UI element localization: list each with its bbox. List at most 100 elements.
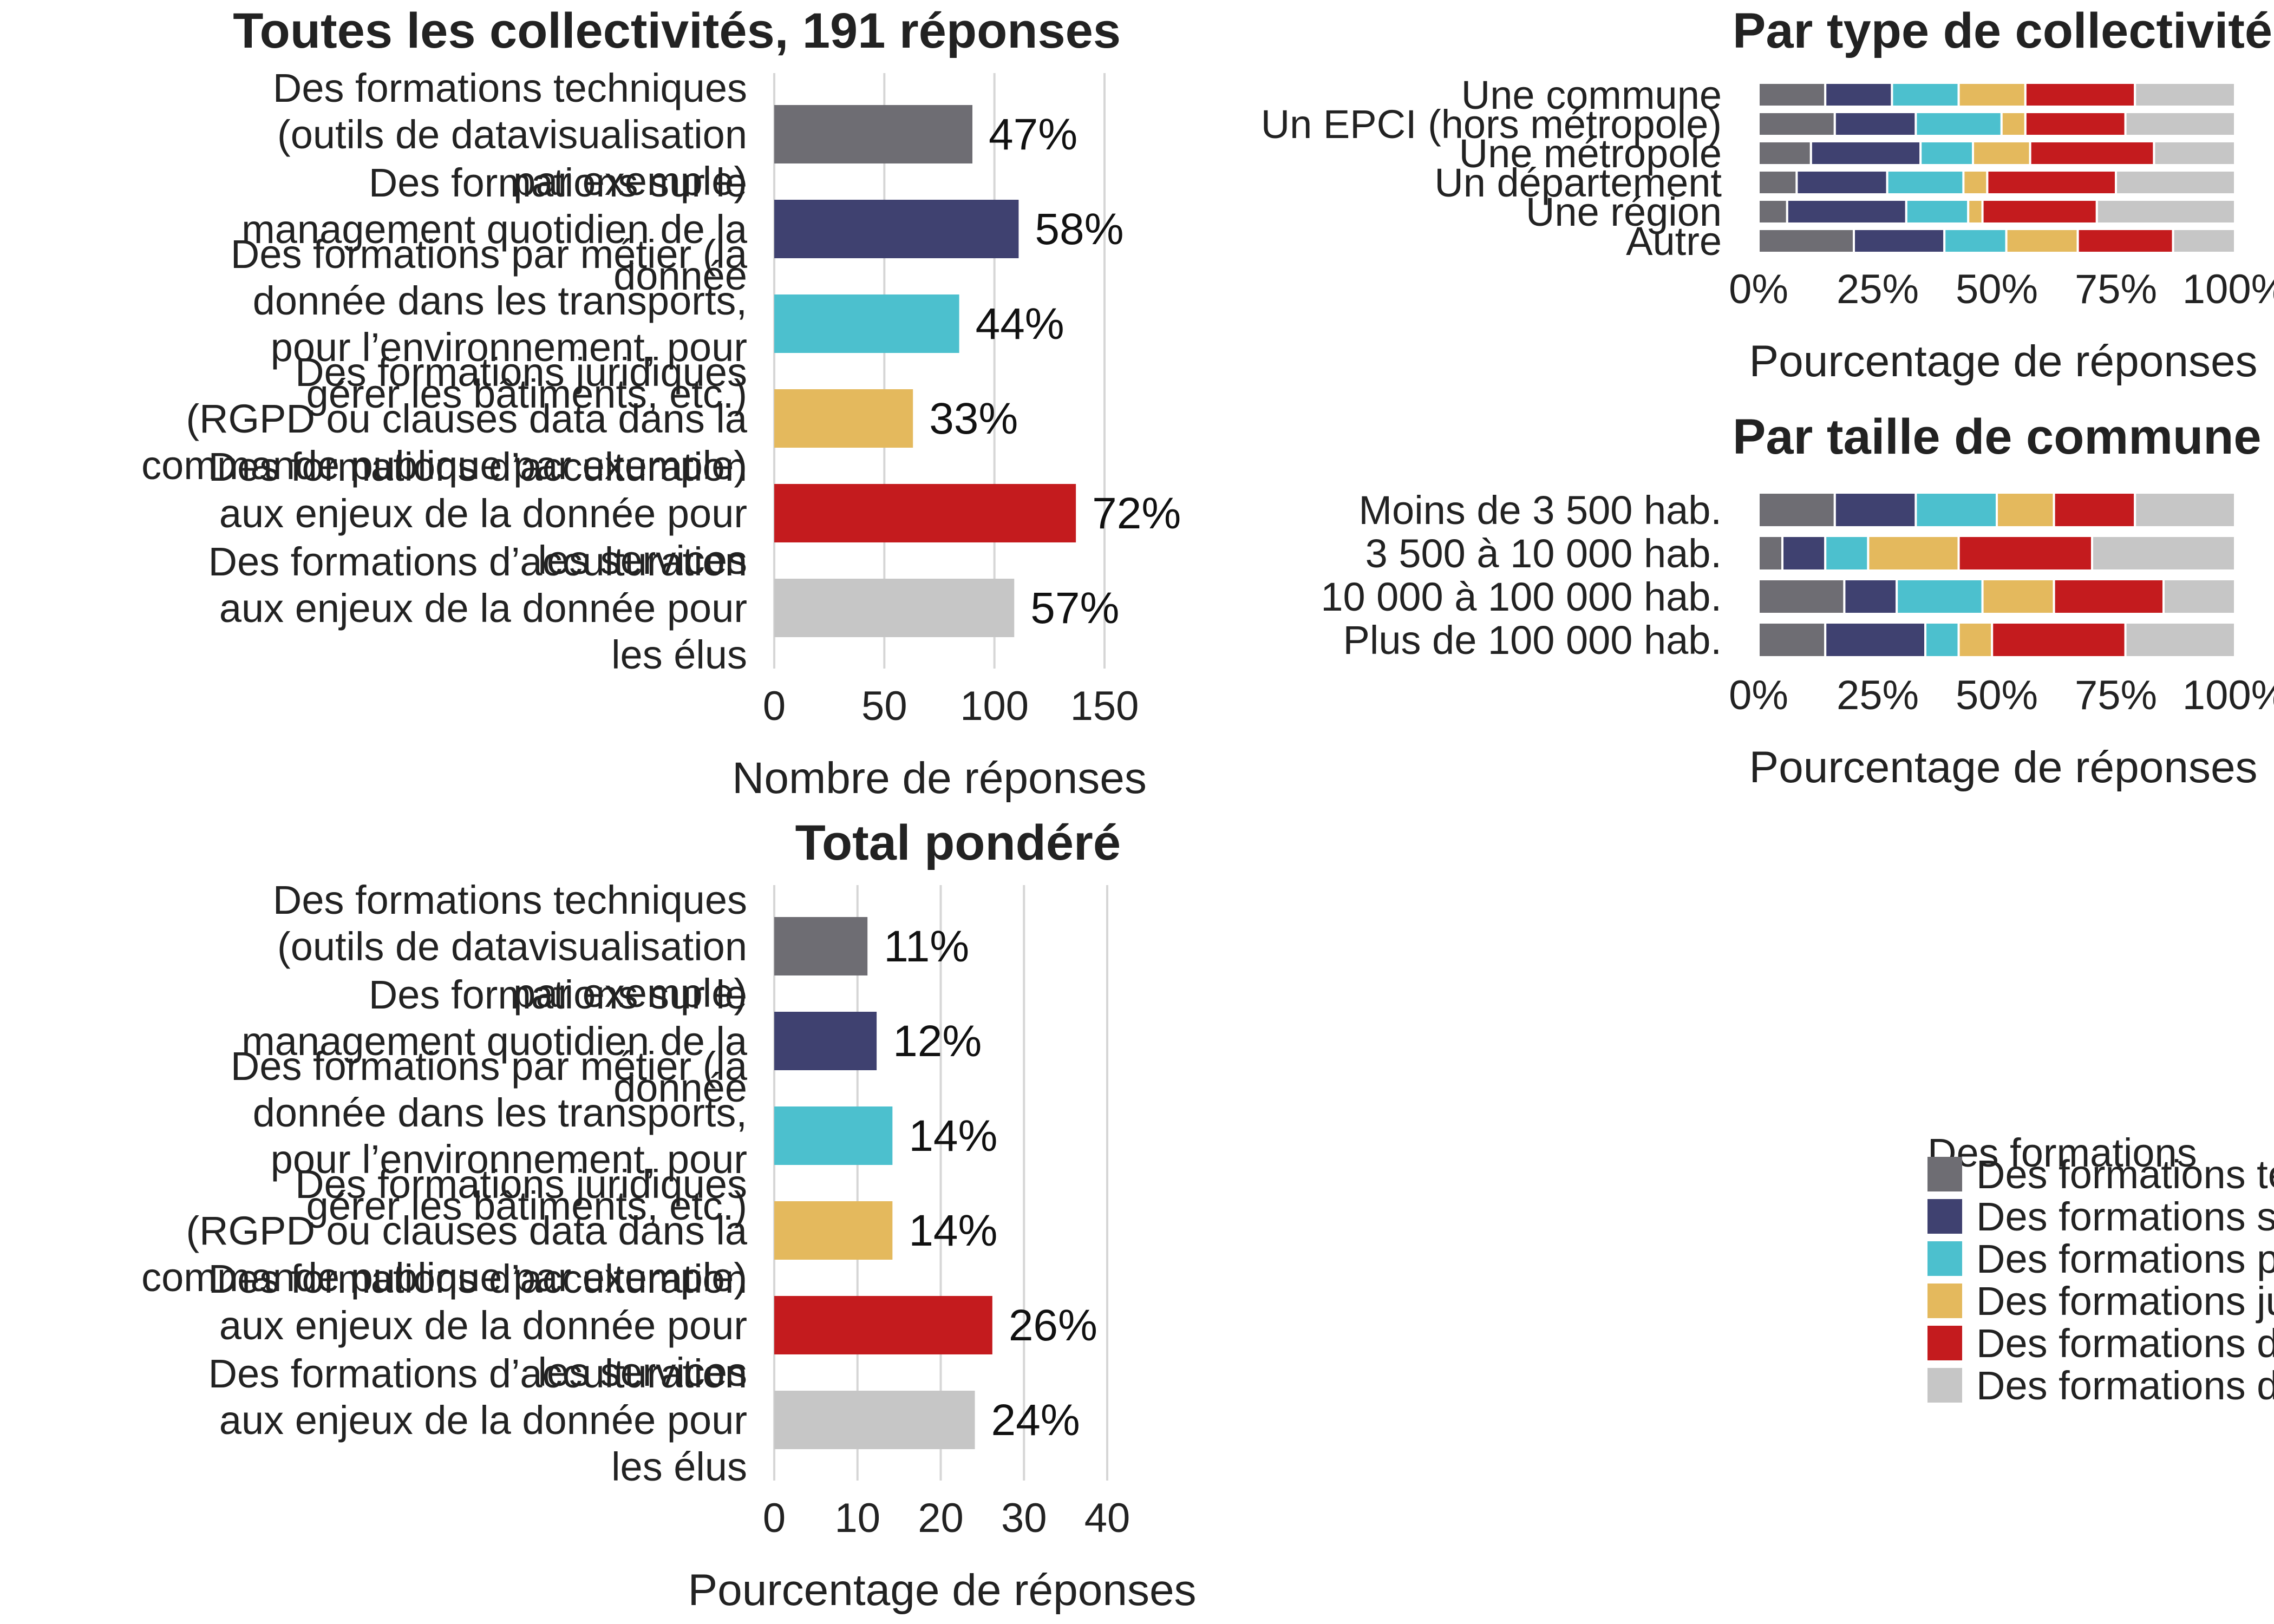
stacked-segment xyxy=(1824,82,1893,108)
category-label: Des formations d’acculturation aux enjeux… xyxy=(208,1256,747,1394)
legend-swatch xyxy=(1927,1241,1962,1276)
stacked-segment xyxy=(1757,621,1827,658)
category-label-line: donnée xyxy=(613,1065,747,1110)
stacked-segment xyxy=(2029,140,2155,166)
panel-title: Toutes les collectivités, 191 réponses xyxy=(233,3,1121,58)
stacked-segment xyxy=(1981,199,2098,225)
panel-total-pondere: Total pondéré 0 10 20 30 40 11% Des formations… xyxy=(141,815,1196,1615)
category-label-line: Des formations par métier (la xyxy=(231,232,748,277)
category-label: Un département xyxy=(1434,160,1722,205)
legend: Des formations Des formations techniques… xyxy=(1927,1130,2274,1408)
stacked-segment xyxy=(1833,111,1917,137)
legend-entry-label: Des formations d’acculturation aux enjeu… xyxy=(1976,1321,2274,1366)
bar xyxy=(774,200,1019,258)
value-label: 33% xyxy=(929,394,1018,443)
stacked-segment xyxy=(2053,492,2136,528)
x-tick-label: 0% xyxy=(1729,266,1788,312)
category-label-line: donnée dans les transports, xyxy=(253,1090,747,1135)
category-label: 10 000 à 100 000 hab. xyxy=(1321,574,1722,619)
value-label: 11% xyxy=(884,922,969,971)
legend-swatch xyxy=(1927,1199,1962,1234)
panel-type-collectivite: Par type de collectivité 0% 25% 50% 75% 100%… xyxy=(1261,3,2274,386)
category-label: Des formations juridiques (RGPD ou clause… xyxy=(141,1162,748,1300)
category-label-line: par exemple) xyxy=(513,159,747,204)
category-label-line: Des formations d’acculturation xyxy=(208,1256,747,1301)
stacked-segment xyxy=(1981,578,2055,615)
stacked-segment xyxy=(1781,535,1827,572)
category-label-line: Des formations d’acculturation xyxy=(208,444,747,489)
category-label-line: Des formations sur le xyxy=(369,160,747,205)
stacked-segment xyxy=(1886,169,1965,195)
category-label-line: Des formations sur le xyxy=(369,972,747,1017)
category-label: Des formations juridiques (RGPD ou clause… xyxy=(141,350,748,488)
panel-taille-commune: Par taille de commune 0% 25% 50% 75% 100% Moi… xyxy=(1321,409,2274,792)
category-label-line: les élus xyxy=(611,1444,747,1489)
bar xyxy=(774,1391,975,1449)
stacked-segment xyxy=(1896,578,1984,615)
stacked-segment xyxy=(2153,140,2236,166)
bar xyxy=(774,579,1015,637)
stacked-segment xyxy=(2172,228,2237,254)
stacked-segment xyxy=(1943,228,2008,254)
legend-entry-label: Des formations par métier (la donnée dan… xyxy=(1976,1236,2274,1281)
stacked-segment xyxy=(2053,578,2165,615)
x-tick-label: 0 xyxy=(763,1495,786,1541)
category-label-line: pour l’environnement, pour xyxy=(271,1137,747,1182)
stacked-segment xyxy=(1905,199,1970,225)
category-label-line: aux enjeux de la donnée pour xyxy=(219,586,747,631)
stacked-segment xyxy=(2124,111,2237,137)
x-tick-label: 50 xyxy=(861,683,907,729)
stacked-segment xyxy=(2115,169,2236,195)
bar xyxy=(774,917,868,975)
category-label: Des formations d’acculturation aux enjeux… xyxy=(208,444,747,582)
category-label: Des formations par métier (la donnée dans… xyxy=(231,1044,748,1228)
category-label: Des formations sur le management quotidie… xyxy=(241,972,748,1110)
x-axis-label: Nombre de réponses xyxy=(732,754,1147,803)
value-label: 57% xyxy=(1030,584,1119,633)
legend-swatch xyxy=(1927,1157,1962,1191)
legend-entry-label: Des formations sur le management quotidi… xyxy=(1976,1194,2274,1239)
stacked-segment xyxy=(1914,492,1998,528)
category-label: Une métropole xyxy=(1459,131,1722,176)
stacked-segment xyxy=(1914,111,2003,137)
category-label: Des formations techniques (outils de data… xyxy=(273,878,747,1016)
bar xyxy=(774,1296,992,1354)
bar xyxy=(774,1201,893,1260)
x-tick-label: 25% xyxy=(1837,672,1919,718)
category-label-line: Des formations par métier (la xyxy=(231,1044,748,1089)
stacked-segment xyxy=(1972,140,2031,166)
x-tick-label: 75% xyxy=(2075,266,2157,312)
legend-swatch xyxy=(1927,1284,1962,1318)
x-tick-label: 50% xyxy=(1956,266,2038,312)
x-tick-label: 40 xyxy=(1084,1495,1131,1541)
value-label: 14% xyxy=(909,1111,997,1161)
stacked-segment xyxy=(1824,535,1870,572)
stacked-segment xyxy=(2095,199,2237,225)
stacked-segment xyxy=(2162,578,2236,615)
stacked-segment xyxy=(1991,621,2127,658)
category-label-line: donnée xyxy=(613,253,747,298)
stacked-segment xyxy=(1809,140,1922,166)
category-label-line: aux enjeux de la donnée pour xyxy=(219,1303,747,1348)
value-label: 44% xyxy=(976,299,1064,349)
category-label-line: les élus xyxy=(611,632,747,677)
stacked-segment xyxy=(1757,228,1855,254)
stacked-segment xyxy=(1957,621,1994,658)
category-label-line: aux enjeux de la donnée pour xyxy=(219,1398,747,1443)
stacked-segment xyxy=(2005,228,2079,254)
x-tick-label: 10 xyxy=(834,1495,880,1541)
category-label-line: management quotidien de la xyxy=(241,207,748,252)
category-label: Des formations par métier (la donnée dans… xyxy=(231,232,748,416)
stacked-segment xyxy=(1843,578,1898,615)
stacked-segment xyxy=(1795,169,1889,195)
stacked-segment xyxy=(2024,111,2127,137)
stacked-segment xyxy=(1824,621,1926,658)
value-label: 58% xyxy=(1035,205,1123,254)
value-label: 12% xyxy=(893,1017,982,1066)
x-tick-label: 100% xyxy=(2182,266,2274,312)
value-label: 72% xyxy=(1092,489,1181,538)
value-label: 14% xyxy=(909,1206,997,1255)
category-label-line: Des formations techniques xyxy=(273,878,747,922)
category-label-line: commande publique par exemple) xyxy=(141,1255,747,1300)
stacked-segment xyxy=(2024,82,2136,108)
